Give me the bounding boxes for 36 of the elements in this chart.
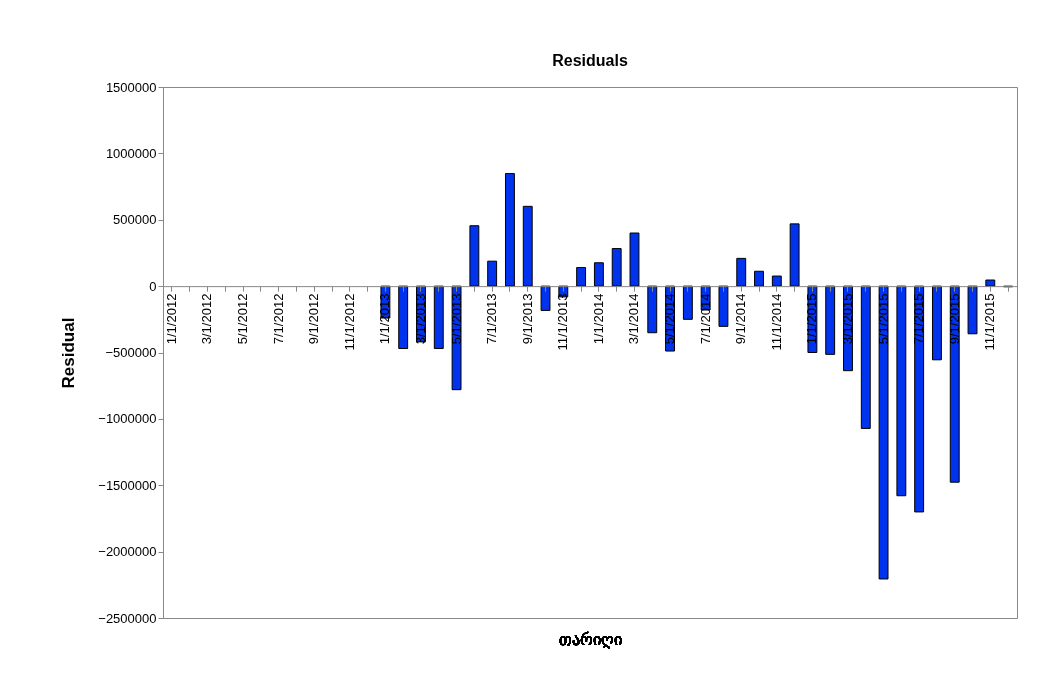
y-tick-label: −2000000 (98, 544, 157, 560)
y-tick-label: 1500000 (105, 79, 157, 95)
y-axis-title: Residual (59, 317, 79, 389)
x-tick-label: 5/1/2014 (662, 293, 678, 345)
x-tick-label: 3/1/2014 (626, 293, 642, 345)
x-tick-label: 11/1/2012 (341, 293, 357, 351)
y-tick-label: −1000000 (98, 411, 157, 427)
x-tick-label: 9/1/2013 (519, 293, 535, 345)
x-tick-label: 5/1/2015 (875, 293, 891, 345)
chart-title: Residuals (552, 52, 628, 69)
y-tick-label: −500000 (105, 345, 157, 360)
x-tick-label: 11/1/2013 (555, 293, 571, 351)
x-tick-label: 1/1/2014 (590, 293, 606, 345)
x-tick-label: 5/1/2012 (235, 293, 251, 345)
x-tick-label: 9/1/2014 (733, 293, 749, 345)
y-tick-label: 0 (149, 278, 157, 294)
x-tick-label: 9/1/2015 (946, 293, 962, 345)
x-tick-label: 3/1/2015 (839, 293, 855, 345)
y-tick-label: −1500000 (98, 477, 157, 493)
x-tick-label: 7/1/2012 (270, 293, 286, 345)
x-tick-label: 7/1/2013 (484, 293, 500, 345)
x-tick-label: 1/1/2015 (804, 293, 820, 345)
x-tick-label: 11/1/2014 (768, 293, 784, 351)
x-tick-label: 3/1/2013 (412, 293, 428, 345)
x-tick-label: 1/1/2013 (377, 293, 393, 345)
x-tick-label: 5/1/2013 (448, 293, 464, 345)
x-tick-label: 7/1/2014 (697, 293, 713, 345)
x-axis-title: თარიღი (558, 631, 622, 649)
x-tick-label: 3/1/2012 (199, 293, 215, 345)
x-tick-label: 9/1/2012 (306, 293, 322, 345)
y-tick-label: −2500000 (98, 610, 157, 626)
x-tick-label: 1/1/2012 (163, 293, 179, 345)
x-tick-label: 7/1/2015 (911, 293, 927, 345)
x-tick-label: 11/1/2015 (982, 293, 998, 351)
y-tick-label: 500000 (113, 212, 157, 228)
y-tick-label: 1000000 (105, 145, 157, 161)
